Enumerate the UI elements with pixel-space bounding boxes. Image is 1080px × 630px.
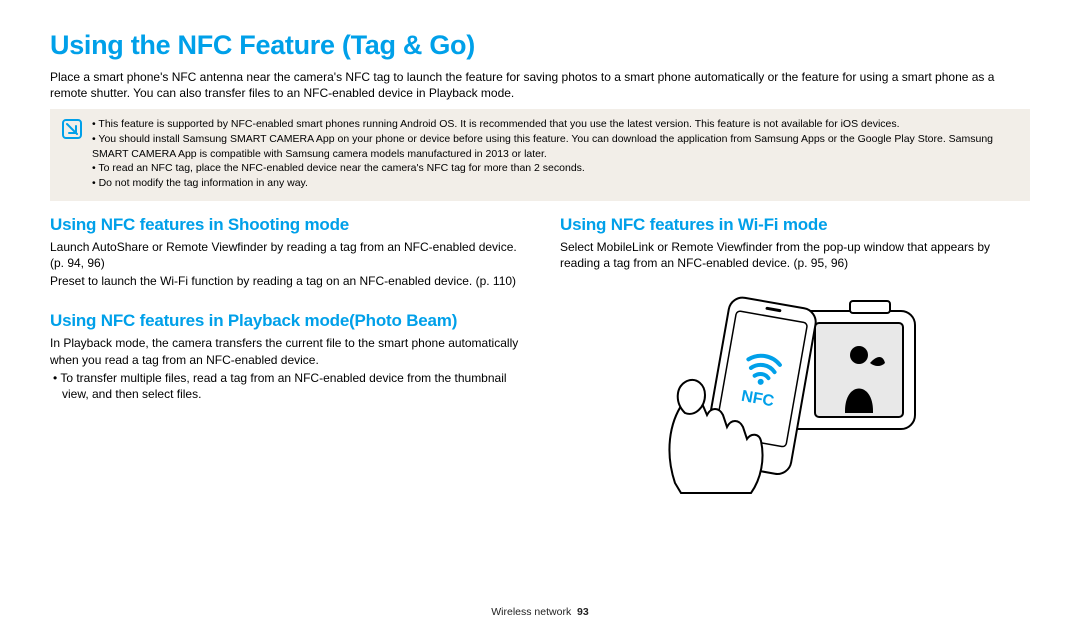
footer-section: Wireless network [491,606,571,618]
info-bullet: Do not modify the tag information in any… [92,176,1018,191]
illustration: NFC [560,283,1030,503]
info-bullet: This feature is supported by NFC-enabled… [92,117,1018,132]
two-column-layout: Using NFC features in Shooting mode Laun… [50,215,1030,503]
intro-paragraph: Place a smart phone's NFC antenna near t… [50,69,1030,101]
body-text: In Playback mode, the camera transfers t… [50,335,520,367]
info-bullet: To read an NFC tag, place the NFC-enable… [92,161,1018,176]
note-icon [62,119,82,139]
info-list: This feature is supported by NFC-enabled… [92,117,1018,190]
page-footer: Wireless network 93 [0,606,1080,618]
page-title: Using the NFC Feature (Tag & Go) [50,30,1030,61]
info-bullet: You should install Samsung SMART CAMERA … [92,132,1018,161]
left-column: Using NFC features in Shooting mode Laun… [50,215,520,503]
section-title-wifi: Using NFC features in Wi-Fi mode [560,215,1030,235]
body-text: Launch AutoShare or Remote Viewfinder by… [50,239,520,271]
info-icon-wrap [62,117,82,139]
info-box: This feature is supported by NFC-enabled… [50,109,1030,200]
nfc-diagram-icon: NFC [625,283,925,503]
footer-page-number: 93 [577,606,589,618]
body-text: Select MobileLink or Remote Viewfinder f… [560,239,1030,271]
body-bullet: To transfer multiple files, read a tag f… [50,370,520,402]
section-title-shooting: Using NFC features in Shooting mode [50,215,520,235]
section-title-playback: Using NFC features in Playback mode(Phot… [50,311,520,331]
body-text: Preset to launch the Wi-Fi function by r… [50,273,520,289]
right-column: Using NFC features in Wi-Fi mode Select … [560,215,1030,503]
